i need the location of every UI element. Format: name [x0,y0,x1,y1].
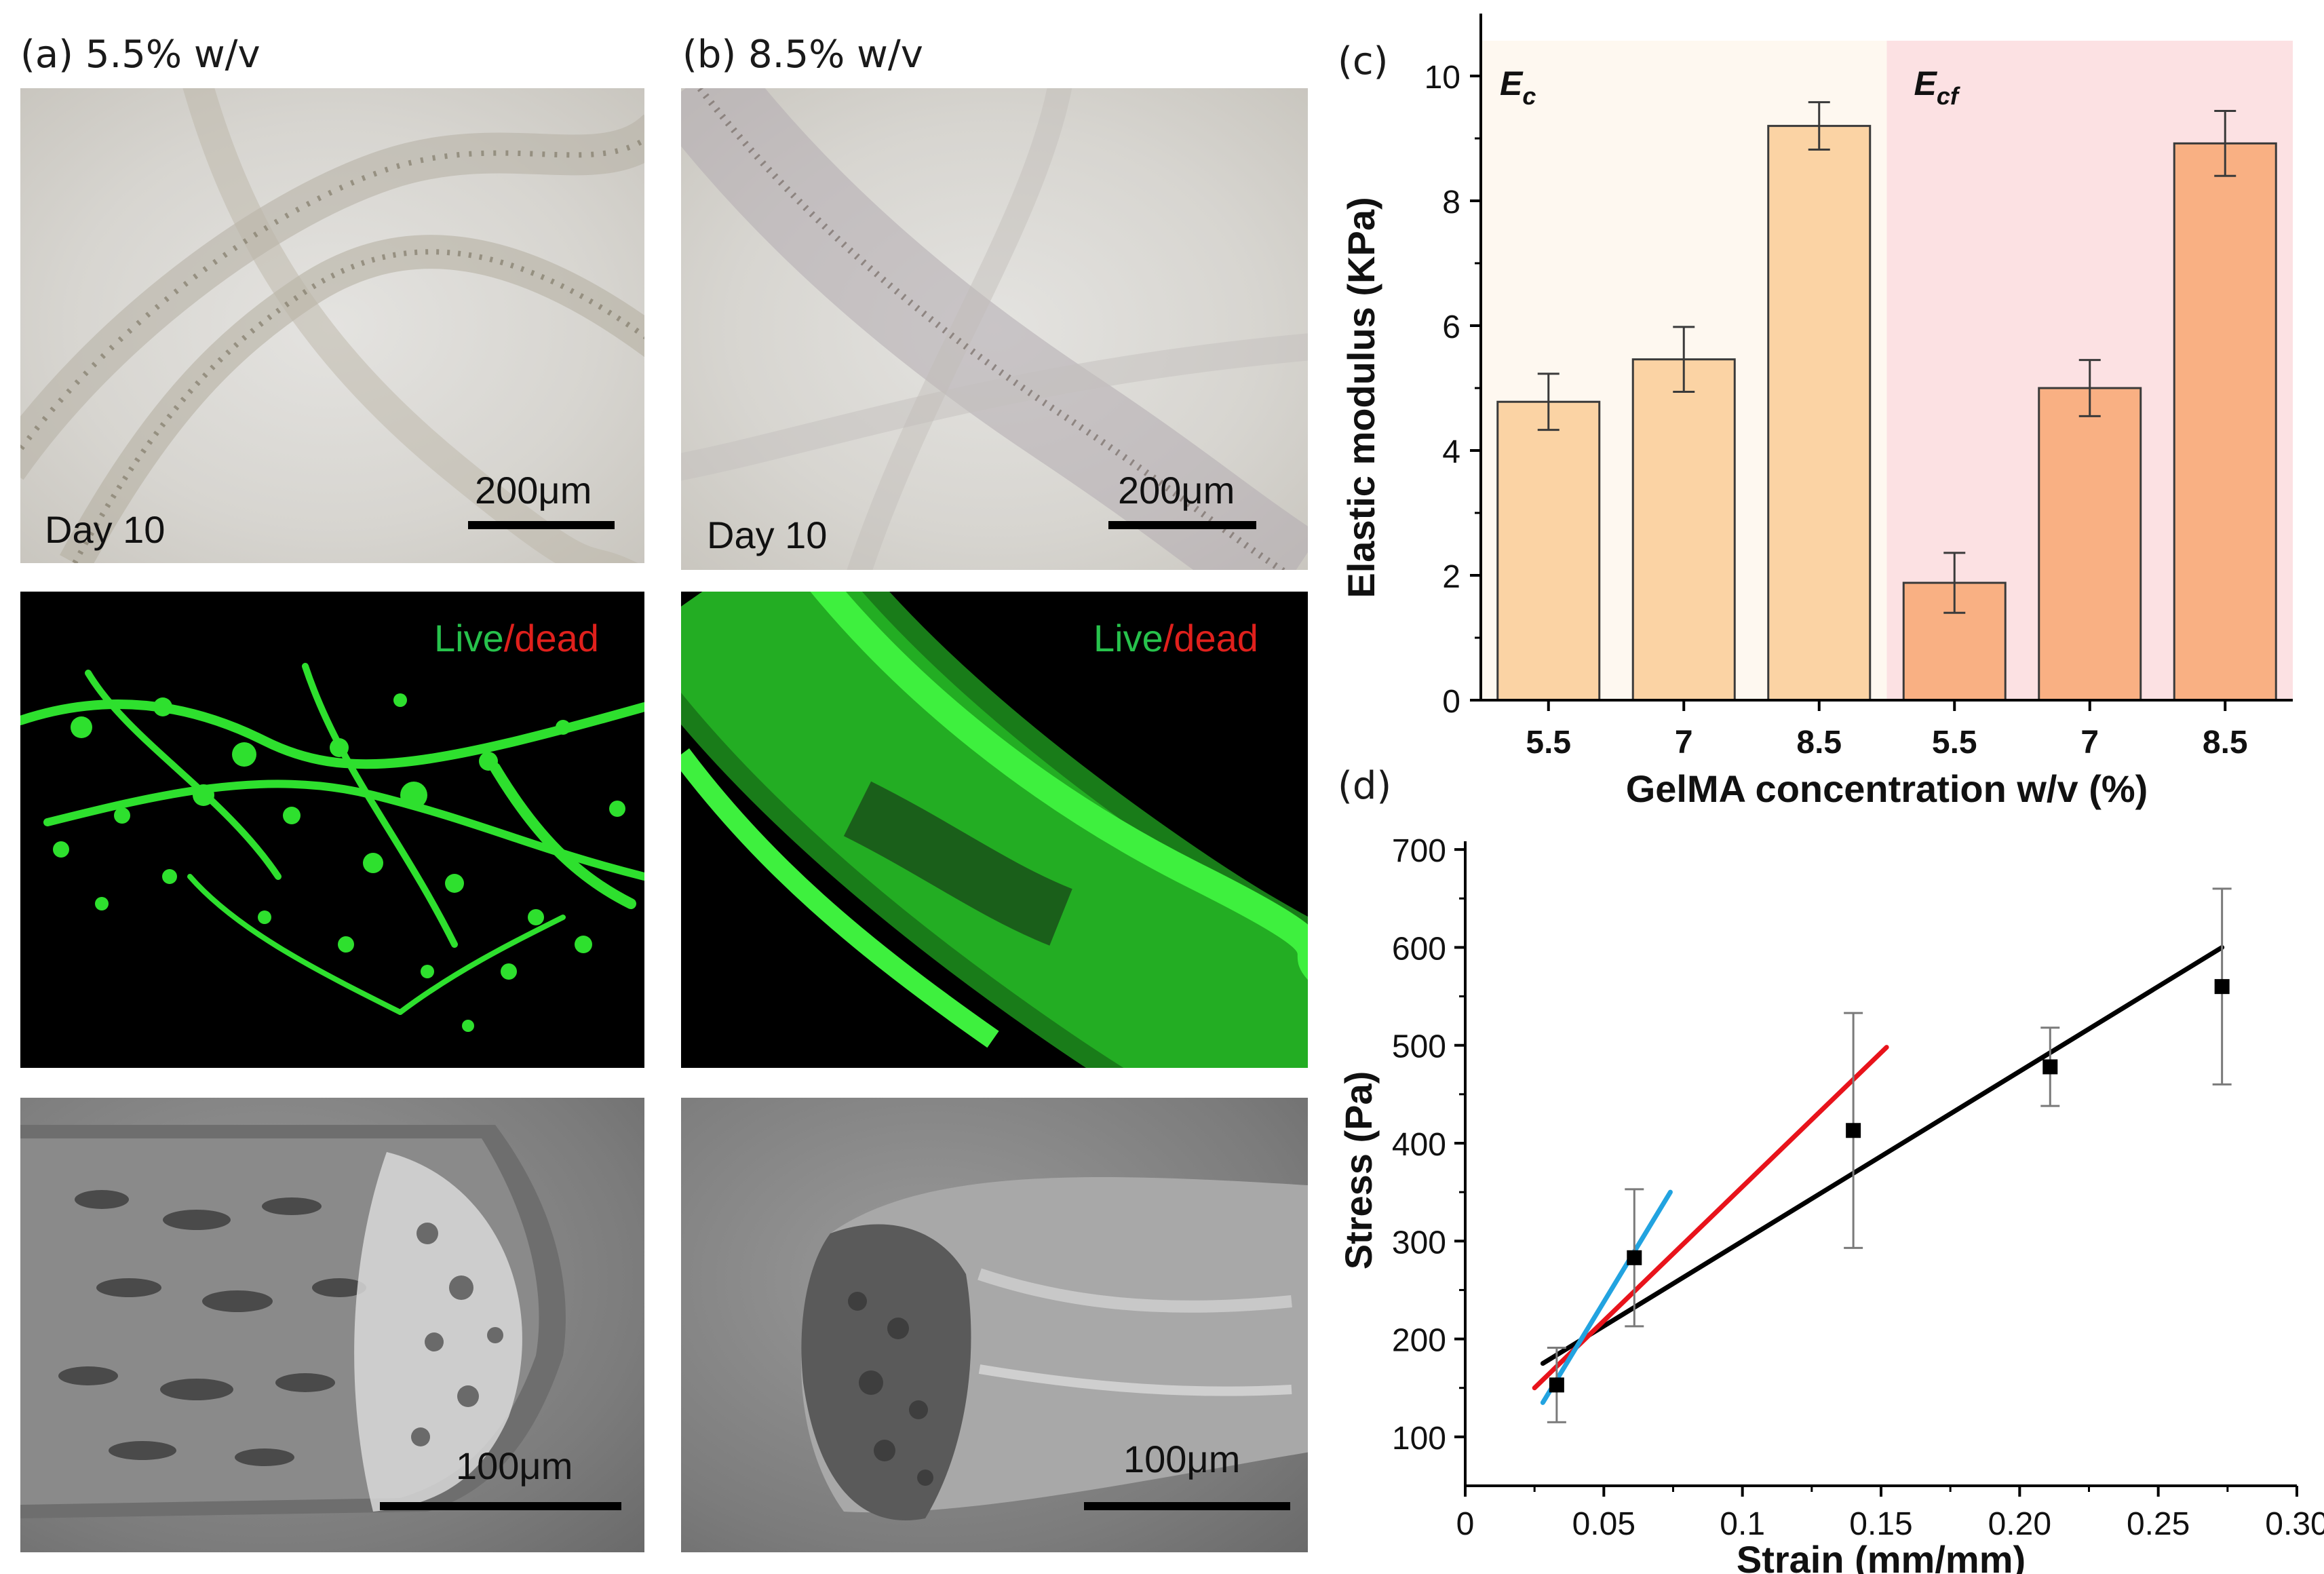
live-dead-legend-b: Live/dead [1093,616,1258,660]
scale-label-b-bright: 200μm [1118,469,1235,512]
y-tick-label: 100 [1392,1421,1446,1457]
sem-image-b [681,1098,1308,1552]
x-axis-title: Strain (mm/mm) [1737,1538,2026,1574]
y-axis-title: Elastic modulus (KPa) [1340,197,1382,598]
scale-bar-a-sem [380,1502,621,1510]
panel-b-label: (b) 8.5% w/v [682,33,923,77]
data-point [2214,979,2230,995]
elastic-modulus-bar-chart: 0 2 4 6 8 10 5.5 7 8.5 5.5 7 8.5 Ec Ecf GelMA conc… [1340,14,2293,810]
dead-label-b: dead [1174,617,1258,659]
x-axis-title: GelMA concentration w/v (%) [1626,767,2148,810]
bar [1496,400,1601,702]
scale-label-a-bright: 200μm [475,469,592,512]
y-axis-title: Stress (Pa) [1337,1071,1380,1270]
data-point [1846,1123,1861,1138]
y-tick-label: 600 [1392,931,1446,967]
x-tick-label: 0 [1456,1506,1475,1542]
y-tick-label: 700 [1392,833,1446,869]
y-tick-label: 10 [1425,60,1460,96]
data-point [1549,1377,1564,1393]
panel-c-label: (c) [1338,39,1389,83]
y-tick-label: 0 [1442,684,1460,720]
bar [1631,358,1736,702]
y-tick-label: 6 [1442,309,1460,345]
panel-d-label: (d) [1338,764,1392,808]
x-tick-label: 5.5 [1526,725,1571,761]
brightfield-image-a [20,88,644,563]
scale-bar-b-bright [1108,521,1256,529]
day-label-a: Day 10 [45,508,166,551]
y-tick-label: 200 [1392,1323,1446,1359]
y-tick-label: 8 [1442,185,1460,220]
slash-a: / [503,617,515,659]
scale-bar-b-sem [1084,1502,1290,1510]
scale-label-a-sem: 100μm [456,1444,573,1487]
bar [2173,142,2277,702]
data-point [2042,1059,2058,1075]
sem-image-a [20,1098,644,1552]
scale-label-b-sem: 100μm [1123,1438,1241,1480]
x-tick-label: 0.20 [1988,1506,2051,1542]
stress-strain-scatter-chart: 100 200 300 400 500 600 700 0 0.05 0.1 0.15 0.20 0.… [1337,833,2324,1574]
bar [2038,387,2142,702]
ecf-group-label: Ecf [1914,64,1960,110]
y-tick-label: 400 [1392,1127,1446,1163]
y-tick-label: 300 [1392,1225,1446,1261]
ec-group-label: Ec [1500,64,1536,110]
y-tick-label: 2 [1442,559,1460,595]
x-tick-label: 0.1 [1720,1506,1765,1542]
day-label-b: Day 10 [707,514,828,556]
dead-label-a: dead [514,617,599,659]
x-tick-label: 0.30 [2265,1506,2324,1542]
x-tick-label: 7 [1675,725,1693,761]
x-tick-label: 0.15 [1849,1506,1912,1542]
fit-line-red [1532,1045,1889,1391]
scale-bar-a-bright [468,521,615,529]
fluorescence-image-a [20,592,644,1068]
bar [1767,125,1872,702]
x-tick-label: 5.5 [1932,725,1977,761]
slash-b: / [1163,617,1174,659]
live-label-a: Live [434,617,504,659]
panel-a-label: (a) 5.5% w/v [20,33,260,77]
x-tick-label: 7 [2080,725,2099,761]
fit-line-blue [1540,1189,1673,1405]
live-label-b: Live [1093,617,1163,659]
y-tick-label: 500 [1392,1029,1446,1065]
fit-line-black [1540,944,2225,1366]
data-point [1627,1250,1642,1265]
live-dead-legend-a: Live/dead [434,616,599,660]
y-tick-label: 4 [1442,434,1460,470]
x-tick-label: 0.05 [1572,1506,1635,1542]
x-tick-label: 8.5 [1796,725,1842,761]
x-tick-label: 0.25 [2127,1506,2190,1542]
x-tick-label: 8.5 [2203,725,2248,761]
fluorescence-image-b [681,592,1308,1068]
